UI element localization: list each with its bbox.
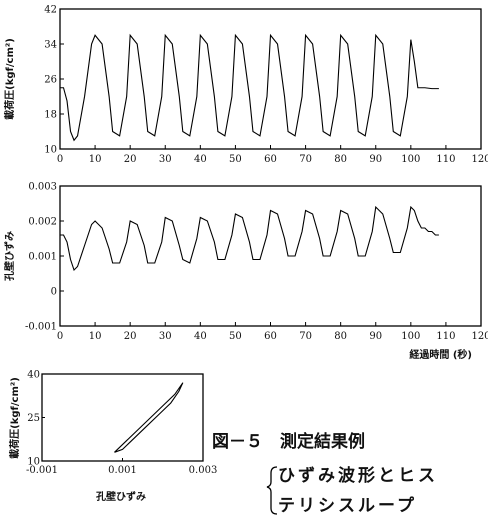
x-tick-label: 0.001 xyxy=(108,465,137,476)
x-axis-label: 経過時間 (秒) xyxy=(409,348,472,361)
x-tick-label: 0 xyxy=(57,331,63,342)
x-tick-label: 0 xyxy=(57,154,63,165)
y-axis-ticks: 10 25 40 xyxy=(27,370,45,468)
x-axis-ticks: -0.001 0.001 0.003 xyxy=(26,458,217,476)
x-tick-label: 110 xyxy=(436,154,455,165)
y-tick-label: 25 xyxy=(27,413,40,424)
x-tick-label: 100 xyxy=(401,331,420,342)
load-pressure-series xyxy=(60,33,439,142)
y-axis-label: 載荷圧(kgf/cm²) xyxy=(3,38,16,120)
x-tick-label: 90 xyxy=(369,331,382,342)
x-tick-label: 20 xyxy=(124,154,137,165)
x-tick-label: 100 xyxy=(401,154,420,165)
x-tick-label: 10 xyxy=(89,331,102,342)
y-tick-label: 0.003 xyxy=(28,182,57,193)
x-tick-label: 120 xyxy=(471,154,488,165)
y-axis-label: 載荷圧(kgf/cm²) xyxy=(8,377,21,459)
x-tick-label: 40 xyxy=(194,331,207,342)
x-tick-label: 0.003 xyxy=(189,465,218,476)
y-tick-label: 34 xyxy=(44,40,57,51)
x-tick-label: 60 xyxy=(264,331,277,342)
y-tick-label: 18 xyxy=(44,110,57,121)
y-tick-label: 10 xyxy=(44,145,57,156)
y-axis-ticks: 10 18 26 34 42 xyxy=(44,5,64,156)
x-tick-label: 50 xyxy=(229,331,242,342)
x-tick-label: 20 xyxy=(124,331,137,342)
y-tick-label: 42 xyxy=(44,5,57,16)
caption-title: 図－５ 測定結果例 xyxy=(212,431,365,452)
y-tick-label: 10 xyxy=(27,457,40,468)
caption-line-2: テリシスループ xyxy=(278,495,417,516)
load-pressure-chart: 0 10 20 30 40 50 60 70 80 90 100 110 120 1018263442 … xyxy=(3,5,488,166)
y-tick-label: 40 xyxy=(27,370,40,381)
plot-frame xyxy=(41,373,204,462)
y-tick-label: -0.001 xyxy=(25,322,57,333)
x-tick-label: -0.001 xyxy=(26,465,58,476)
x-axis-ticks: 0 10 20 30 40 50 60 70 80 90 100 110 120 xyxy=(57,322,488,342)
y-tick-label: 0.002 xyxy=(28,217,57,228)
strain-series xyxy=(60,205,439,272)
left-bracket xyxy=(266,466,278,515)
x-tick-label: 90 xyxy=(369,154,382,165)
y-axis-label: 孔壁ひずみ xyxy=(3,231,16,281)
x-tick-label: 120 xyxy=(471,331,488,342)
hysteresis-loop xyxy=(114,382,184,453)
y-axis-ticks: -0.001 0 0.001 0.002 0.003 xyxy=(25,182,64,333)
x-tick-label: 30 xyxy=(159,154,172,165)
hysteresis-chart: -0.001 0.001 0.003 10 25 40 載荷圧(kgf/cm²) 孔壁ひ… xyxy=(8,370,217,504)
plot-frame xyxy=(59,8,482,150)
caption: 図－５ 測定結果例 ひずみ波形とヒス テリシスループ xyxy=(212,431,438,516)
x-tick-label: 40 xyxy=(194,154,207,165)
x-tick-label: 10 xyxy=(89,154,102,165)
y-tick-label: 26 xyxy=(44,75,57,86)
y-tick-label: 0 xyxy=(51,287,57,298)
x-tick-label: 80 xyxy=(334,331,347,342)
strain-chart: 0 10 20 30 40 50 60 70 80 90 100 110 120 -0.00100.00… xyxy=(3,182,488,362)
x-tick-label: 70 xyxy=(299,331,312,342)
x-tick-label: 60 xyxy=(264,154,277,165)
plot-frame xyxy=(59,185,482,327)
x-tick-label: 30 xyxy=(159,331,172,342)
x-tick-label: 70 xyxy=(299,154,312,165)
y-tick-label: 0.001 xyxy=(28,252,57,263)
x-axis-ticks: 0 10 20 30 40 50 60 70 80 90 100 110 120 xyxy=(57,145,488,165)
caption-line-1: ひずみ波形とヒス xyxy=(278,465,438,486)
x-axis-label: 孔壁ひずみ xyxy=(96,490,146,503)
x-tick-label: 50 xyxy=(229,154,242,165)
x-tick-label: 110 xyxy=(436,331,455,342)
x-tick-label: 80 xyxy=(334,154,347,165)
